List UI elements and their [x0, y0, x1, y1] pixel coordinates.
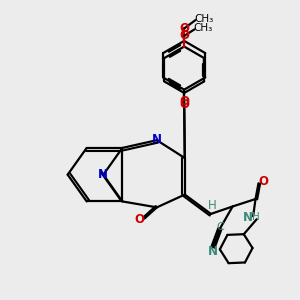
Text: O: O: [134, 213, 144, 226]
Text: N: N: [242, 211, 253, 224]
Text: C: C: [216, 222, 224, 232]
Text: N: N: [208, 245, 218, 258]
Text: H: H: [252, 212, 260, 223]
Text: H: H: [208, 199, 217, 212]
Text: N: N: [98, 168, 108, 181]
Text: CH₃: CH₃: [194, 14, 213, 24]
Text: O: O: [179, 95, 189, 108]
Text: CH₃: CH₃: [193, 23, 212, 33]
Text: O: O: [179, 29, 189, 42]
Text: O: O: [179, 98, 189, 111]
Text: O: O: [179, 22, 189, 34]
Text: O: O: [259, 175, 269, 188]
Text: N: N: [152, 133, 162, 146]
